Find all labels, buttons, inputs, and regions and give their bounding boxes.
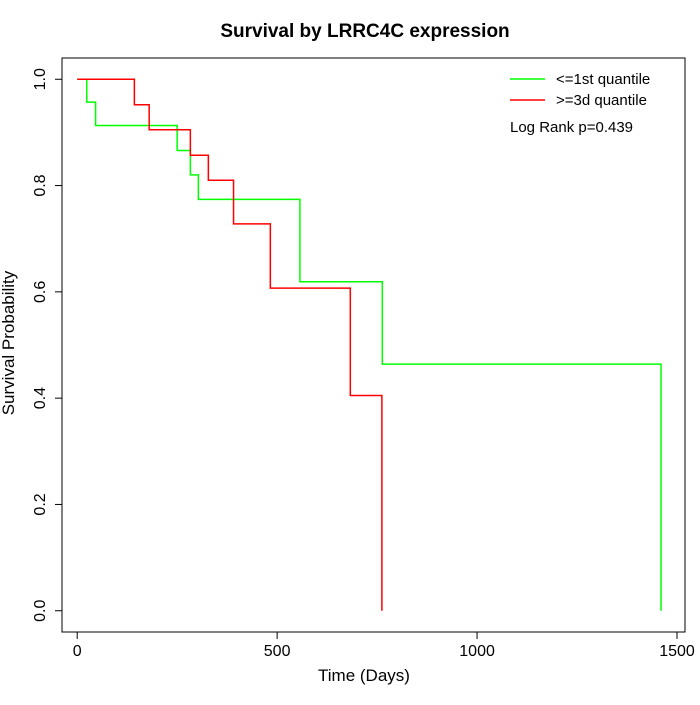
x-axis-label: Time (Days) [318,666,410,685]
plot-area-border [61,57,686,633]
legend-label: <=1st quantile [556,71,650,88]
y-axis: 0.0 0.2 0.4 0.6 0.8 1.0 [32,68,63,622]
x-tick-label: 1000 [459,643,495,660]
y-axis-label: Survival Probability [0,270,18,415]
series-layer [77,78,662,611]
series-line-1 [77,78,383,611]
y-tick-label: 0.8 [32,174,49,196]
series-line-0 [77,78,662,611]
y-tick-label: 0.6 [32,281,49,303]
x-tick-label: 500 [264,643,291,660]
legend: <=1st quantile >=3d quantile [510,71,650,109]
log-rank-annotation: Log Rank p=0.439 [510,119,633,136]
legend-label: >=3d quantile [556,92,647,109]
x-axis: 0 500 1000 1500 [73,631,695,660]
y-tick-label: 0.2 [32,493,49,515]
y-tick-label: 0.0 [32,600,49,622]
y-tick-label: 0.4 [32,387,49,409]
x-tick-label: 0 [73,643,82,660]
x-tick-label: 1500 [659,643,695,660]
y-tick-label: 1.0 [32,68,49,90]
chart-title: Survival by LRRC4C expression [220,21,509,42]
